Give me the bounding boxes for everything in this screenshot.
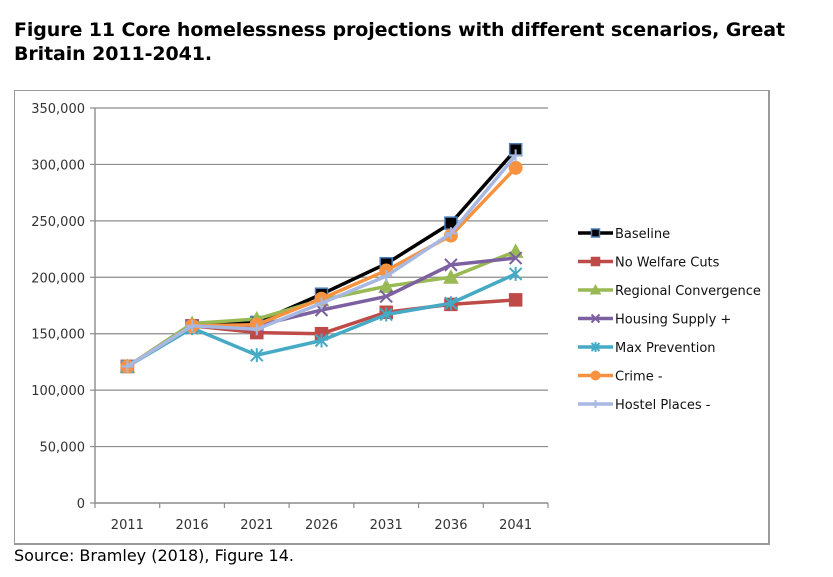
legend-marker bbox=[590, 228, 601, 238]
x-tick-label: 2031 bbox=[370, 518, 403, 533]
x-tick-label: 2036 bbox=[434, 518, 467, 533]
figure-source: Source: Bramley (2018), Figure 14. bbox=[14, 546, 294, 565]
series-housing-supply bbox=[120, 251, 523, 374]
data-point-hostel-places bbox=[121, 360, 134, 373]
legend-marker bbox=[589, 283, 602, 295]
data-point-hostel-places bbox=[315, 297, 328, 310]
data-point-max-prevention bbox=[379, 307, 393, 322]
data-point-regional-convergence bbox=[507, 243, 524, 258]
y-tick-label: 0 bbox=[77, 497, 85, 512]
data-point-max-prevention bbox=[508, 266, 523, 281]
data-point-regional-convergence bbox=[378, 278, 395, 293]
x-tick-label: 2011 bbox=[111, 518, 144, 533]
x-tick-label: 2021 bbox=[240, 518, 273, 533]
data-point-hostel-places bbox=[250, 323, 263, 336]
legend-label: Baseline bbox=[615, 227, 670, 242]
y-tick-label: 250,000 bbox=[31, 215, 85, 230]
legend-marker bbox=[590, 313, 601, 324]
legend-marker bbox=[590, 370, 601, 381]
y-tick-label: 150,000 bbox=[31, 328, 85, 343]
data-point-housing-supply bbox=[508, 251, 523, 265]
data-point-hostel-places bbox=[509, 149, 522, 162]
data-point-housing-supply bbox=[444, 258, 458, 272]
legend-label: No Welfare Cuts bbox=[615, 256, 720, 271]
data-point-max-prevention bbox=[250, 348, 264, 363]
legend-marker bbox=[590, 256, 601, 267]
legend-item-regional-convergence: Regional Convergence bbox=[578, 283, 761, 299]
x-axis-ticks: 2011 2016 2021 2026 2031 2036 2041 bbox=[94, 503, 549, 533]
y-tick-label: 50,000 bbox=[40, 441, 86, 456]
y-tick-label: 300,000 bbox=[31, 158, 85, 173]
legend-item-hostel-places: Hostel Places - bbox=[578, 398, 711, 413]
data-point-hostel-places bbox=[444, 227, 457, 240]
legend-label: Hostel Places - bbox=[615, 398, 711, 413]
legend-label: Housing Supply + bbox=[615, 313, 731, 328]
data-point-hostel-places bbox=[186, 319, 199, 332]
y-tick-label: 350,000 bbox=[31, 102, 85, 117]
data-point-housing-supply bbox=[379, 289, 393, 304]
legend-label: Regional Convergence bbox=[615, 284, 761, 299]
data-point-no-welfare-cuts bbox=[508, 293, 523, 307]
legend-item-housing-supply: Housing Supply + bbox=[578, 313, 731, 328]
x-tick-label: 2016 bbox=[176, 518, 209, 533]
legend-marker bbox=[591, 400, 600, 408]
axes bbox=[94, 108, 548, 504]
legend-label: Max Prevention bbox=[615, 341, 716, 356]
data-point-regional-convergence bbox=[443, 269, 459, 284]
figure-title: Figure 11 Core homelessness projections … bbox=[14, 19, 785, 65]
legend-label: Crime - bbox=[615, 370, 663, 385]
data-point-max-prevention bbox=[314, 333, 329, 348]
legend-item-baseline: Baseline bbox=[578, 227, 670, 242]
legend-item-crime: Crime - bbox=[578, 370, 663, 385]
y-tick-label: 200,000 bbox=[31, 271, 85, 286]
data-point-max-prevention bbox=[444, 296, 458, 311]
series-hostel-places bbox=[121, 149, 522, 373]
legend: Baseline No Welfare Cuts Regional Converge… bbox=[578, 227, 761, 413]
y-axis-ticks: 0 50,000 100,000 150,000 200,000 250,000 300,0… bbox=[31, 102, 95, 512]
y-tick-label: 100,000 bbox=[31, 384, 85, 399]
gridlines bbox=[95, 107, 548, 448]
series-group bbox=[119, 143, 524, 374]
series-max-prevention bbox=[120, 266, 523, 374]
legend-marker bbox=[590, 342, 601, 352]
data-point-hostel-places bbox=[380, 270, 393, 283]
x-tick-label: 2026 bbox=[305, 518, 338, 533]
x-tick-label: 2041 bbox=[499, 518, 532, 533]
legend-item-max-prevention: Max Prevention bbox=[578, 341, 716, 356]
legend-item-no-welfare-cuts: No Welfare Cuts bbox=[578, 256, 720, 271]
